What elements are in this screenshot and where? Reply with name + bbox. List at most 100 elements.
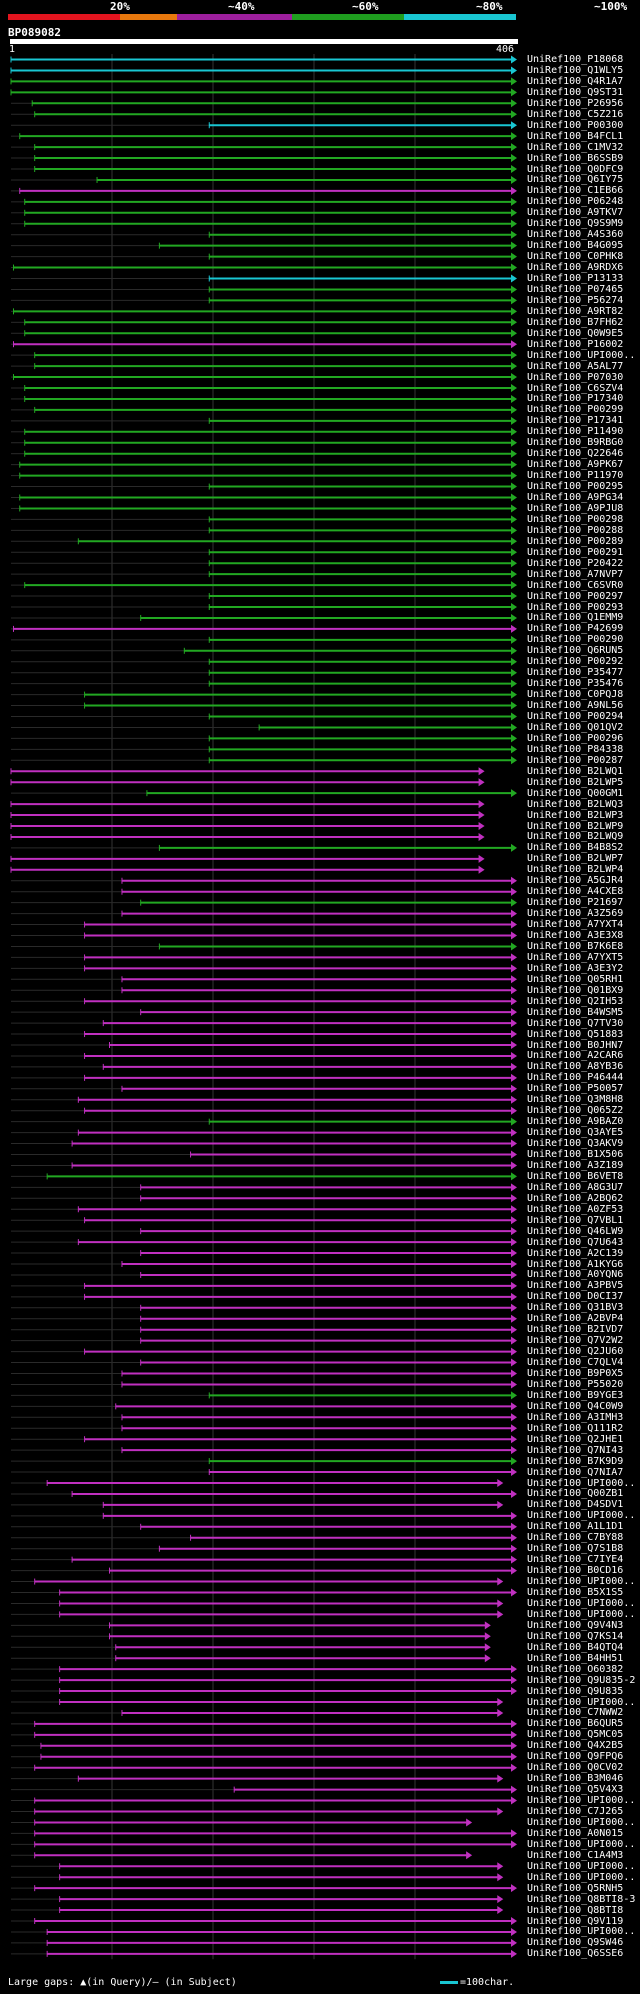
hit-label[interactable]: UniRef100_Q111R2: [527, 1422, 624, 1434]
hit-label[interactable]: UniRef100_A3IMH3: [527, 1411, 624, 1423]
hit-label[interactable]: UniRef100_A9PG34: [527, 492, 624, 503]
hit-row[interactable]: UniRef100_Q9V119: [0, 1916, 640, 1927]
hit-row[interactable]: UniRef100_Q6IY75: [0, 174, 640, 185]
hit-label[interactable]: UniRef100_P00293: [527, 601, 624, 613]
hit-row[interactable]: UniRef100_A9RT82: [0, 306, 640, 317]
hit-label[interactable]: UniRef100_Q2JU60: [527, 1346, 624, 1358]
hit-label[interactable]: UniRef100_C0PQJ8: [527, 689, 624, 701]
hit-row[interactable]: UniRef100_A3IMH3: [0, 1412, 640, 1423]
hit-row[interactable]: UniRef100_P16002: [0, 339, 640, 350]
hit-row[interactable]: UniRef100_Q01BX9: [0, 985, 640, 996]
hit-label[interactable]: UniRef100_Q7NIA7: [527, 1466, 624, 1478]
hit-row[interactable]: UniRef100_A0N015: [0, 1828, 640, 1839]
hit-row[interactable]: UniRef100_Q0DFC9: [0, 164, 640, 175]
hit-row[interactable]: UniRef100_B2LWQ9: [0, 831, 640, 842]
hit-label[interactable]: UniRef100_Q7VBL1: [527, 1214, 624, 1226]
hit-label[interactable]: UniRef100_P46444: [527, 1072, 624, 1084]
hit-label[interactable]: UniRef100_C5Z216: [527, 108, 624, 120]
hit-row[interactable]: UniRef100_P11970: [0, 470, 640, 481]
hit-label[interactable]: UniRef100_Q8BTI8: [527, 1904, 624, 1916]
hit-label[interactable]: UniRef100_B4HH51: [527, 1652, 624, 1664]
hit-row[interactable]: UniRef100_Q7NI43: [0, 1445, 640, 1456]
hit-row[interactable]: UniRef100_P35477: [0, 667, 640, 678]
hit-row[interactable]: UniRef100_A9TKV7: [0, 207, 640, 218]
hit-row[interactable]: UniRef100_B9YGE3: [0, 1390, 640, 1401]
hit-row[interactable]: UniRef100_C7IYE4: [0, 1554, 640, 1565]
hit-row[interactable]: UniRef100_B2LWP5: [0, 777, 640, 788]
hit-row[interactable]: UniRef100_A1L1D1: [0, 1521, 640, 1532]
hit-row[interactable]: UniRef100_P55020: [0, 1379, 640, 1390]
hit-label[interactable]: UniRef100_P00287: [527, 754, 624, 766]
hit-label[interactable]: UniRef100_Q01QV2: [527, 721, 624, 733]
hit-label[interactable]: UniRef100_P55020: [527, 1378, 624, 1390]
hit-row[interactable]: UniRef100_A3Z569: [0, 908, 640, 919]
hit-row[interactable]: UniRef100_A9PG34: [0, 492, 640, 503]
hit-label[interactable]: UniRef100_P07030: [527, 371, 624, 383]
hit-label[interactable]: UniRef100_P00291: [527, 546, 624, 558]
hit-row[interactable]: UniRef100_Q31BV3: [0, 1302, 640, 1313]
hit-row[interactable]: UniRef100_C0PQJ8: [0, 689, 640, 700]
hit-label[interactable]: UniRef100_UPI000..: [527, 1696, 636, 1708]
hit-row[interactable]: UniRef100_A2C139: [0, 1248, 640, 1259]
hit-row[interactable]: UniRef100_P26956: [0, 98, 640, 109]
hit-row[interactable]: UniRef100_C7QLV4: [0, 1357, 640, 1368]
hit-label[interactable]: UniRef100_B2LWP4: [527, 864, 624, 876]
hit-row[interactable]: UniRef100_D0CI37: [0, 1291, 640, 1302]
hit-row[interactable]: UniRef100_Q46LW9: [0, 1226, 640, 1237]
hit-label[interactable]: UniRef100_P18068: [527, 54, 624, 65]
hit-row[interactable]: UniRef100_P00298: [0, 514, 640, 525]
hit-row[interactable]: UniRef100_A1KYG6: [0, 1259, 640, 1270]
hit-row[interactable]: UniRef100_Q9S9M9: [0, 218, 640, 229]
hit-label[interactable]: UniRef100_B4FCL1: [527, 130, 624, 142]
hit-row[interactable]: UniRef100_B2LWQ1: [0, 766, 640, 777]
hit-row[interactable]: UniRef100_B4B8S2: [0, 842, 640, 853]
hit-row[interactable]: UniRef100_Q2IH53: [0, 996, 640, 1007]
hit-label[interactable]: UniRef100_P84338: [527, 743, 624, 755]
hit-label[interactable]: UniRef100_Q5RNH5: [527, 1882, 624, 1894]
hit-label[interactable]: UniRef100_Q00ZB1: [527, 1488, 624, 1500]
hit-label[interactable]: UniRef100_Q00GM1: [527, 787, 624, 799]
hit-row[interactable]: UniRef100_B7K9D9: [0, 1456, 640, 1467]
hit-label[interactable]: UniRef100_P17340: [527, 393, 624, 405]
hit-row[interactable]: UniRef100_Q3AKV9: [0, 1138, 640, 1149]
hit-label[interactable]: UniRef100_A5GJR4: [527, 875, 624, 887]
hit-label[interactable]: UniRef100_Q0W9E5: [527, 327, 624, 339]
hit-label[interactable]: UniRef100_A3E3Y2: [527, 962, 624, 974]
hit-label[interactable]: UniRef100_A3PBV5: [527, 1280, 624, 1292]
hit-label[interactable]: UniRef100_B2IVD7: [527, 1324, 624, 1336]
hit-row[interactable]: UniRef100_P00297: [0, 591, 640, 602]
hit-label[interactable]: UniRef100_Q7V2W2: [527, 1335, 624, 1347]
hit-row[interactable]: UniRef100_P00287: [0, 755, 640, 766]
hit-label[interactable]: UniRef100_Q7U643: [527, 1236, 624, 1248]
hit-label[interactable]: UniRef100_A9RDX6: [527, 262, 624, 274]
hit-label[interactable]: UniRef100_Q9V119: [527, 1915, 624, 1927]
hit-label[interactable]: UniRef100_P00300: [527, 119, 624, 131]
hit-row[interactable]: UniRef100_B2LWP9: [0, 821, 640, 832]
hit-row[interactable]: UniRef100_UPI000..: [0, 1861, 640, 1872]
hit-label[interactable]: UniRef100_Q3AYE5: [527, 1127, 624, 1139]
hit-row[interactable]: UniRef100_A7YXT5: [0, 952, 640, 963]
hit-label[interactable]: UniRef100_Q9U835-2: [527, 1674, 636, 1686]
hit-label[interactable]: UniRef100_P00288: [527, 524, 624, 536]
hit-label[interactable]: UniRef100_A4CXE8: [527, 886, 624, 898]
hit-row[interactable]: UniRef100_P20422: [0, 558, 640, 569]
hit-label[interactable]: UniRef100_A0YQN6: [527, 1269, 624, 1281]
hit-label[interactable]: UniRef100_P16002: [527, 338, 624, 350]
hit-row[interactable]: UniRef100_UPI000..: [0, 1697, 640, 1708]
hit-row[interactable]: UniRef100_Q7U643: [0, 1237, 640, 1248]
hit-label[interactable]: UniRef100_UPI000..: [527, 1926, 636, 1938]
hit-row[interactable]: UniRef100_Q4C0W9: [0, 1401, 640, 1412]
hit-row[interactable]: UniRef100_P00299: [0, 404, 640, 415]
hit-row[interactable]: UniRef100_UPI000..: [0, 1839, 640, 1850]
hit-row[interactable]: UniRef100_A9PJU8: [0, 503, 640, 514]
hit-label[interactable]: UniRef100_Q9FPQ6: [527, 1751, 624, 1763]
hit-label[interactable]: UniRef100_A2BQ62: [527, 1192, 624, 1204]
hit-row[interactable]: UniRef100_Q3AYE5: [0, 1127, 640, 1138]
hit-label[interactable]: UniRef100_B4QTQ4: [527, 1641, 624, 1653]
hit-row[interactable]: UniRef100_C1EB66: [0, 185, 640, 196]
hit-label[interactable]: UniRef100_A8YB36: [527, 1061, 624, 1073]
hit-row[interactable]: UniRef100_C0PHK8: [0, 251, 640, 262]
hit-label[interactable]: UniRef100_P00294: [527, 711, 624, 722]
hit-label[interactable]: UniRef100_A1KYG6: [527, 1258, 624, 1270]
hit-row[interactable]: UniRef100_Q00GM1: [0, 788, 640, 799]
